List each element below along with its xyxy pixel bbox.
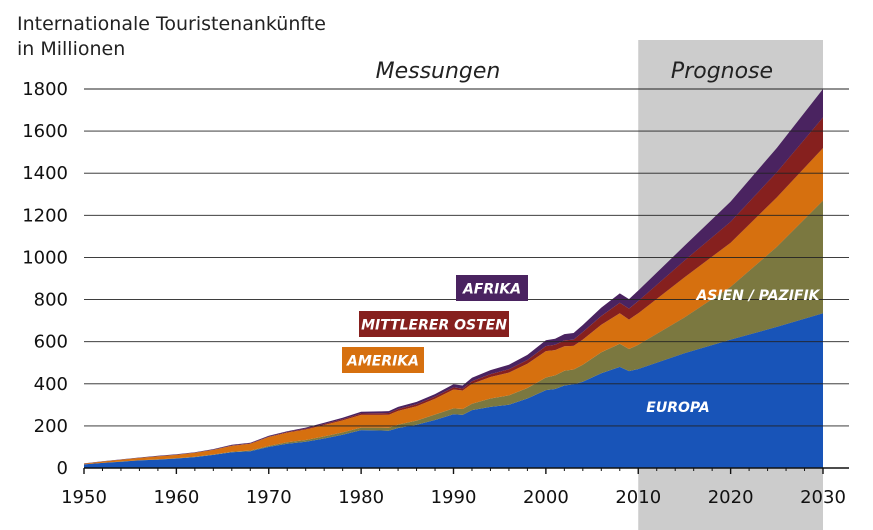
y-tick-label: 1200 (22, 205, 68, 226)
chart-title-line-2: in Millionen (17, 38, 125, 60)
x-tick-label: 2030 (800, 487, 846, 508)
x-tick-label: 1960 (153, 487, 199, 508)
series-label-asien-pazifik: ASIEN / PAZIFIK (695, 288, 820, 304)
y-tick-label: 1000 (22, 247, 68, 268)
x-tick-label: 2010 (615, 487, 661, 508)
series-label-europa: EUROPA (646, 400, 709, 416)
y-tick-label: 200 (34, 416, 68, 437)
y-tick-label: 1400 (22, 163, 68, 184)
y-tick-label: 0 (57, 458, 68, 479)
y-tick-label: 400 (34, 374, 68, 395)
x-tick-label: 2000 (523, 487, 569, 508)
label-box-amerika (342, 347, 424, 373)
x-tick-label: 1990 (431, 487, 477, 508)
y-tick-label: 1600 (22, 121, 68, 142)
area-asien-pazifik (84, 200, 823, 465)
y-tick-label: 600 (34, 332, 68, 353)
y-tick-label: 800 (34, 290, 68, 311)
x-tick-label: 1950 (61, 487, 107, 508)
label-box-mittlerer-osten (359, 311, 509, 337)
region-label-prognose: Prognose (671, 59, 773, 84)
y-tick-label: 1800 (22, 79, 68, 100)
area-amerika (84, 148, 823, 465)
region-label-messungen: Messungen (376, 59, 501, 84)
series-label-mittlerer-osten: MITTLERER OSTEN (361, 318, 507, 334)
series-label-amerika: AMERIKA (346, 354, 419, 370)
x-tick-label: 1980 (338, 487, 384, 508)
area-europa (84, 313, 823, 468)
label-box-afrika (456, 275, 528, 301)
x-tick-label: 1970 (246, 487, 292, 508)
x-tick-label: 2020 (708, 487, 754, 508)
series-label-afrika: AFRIKA (462, 282, 521, 298)
chart-title-line-1: Internationale Touristenankünfte (17, 13, 326, 35)
